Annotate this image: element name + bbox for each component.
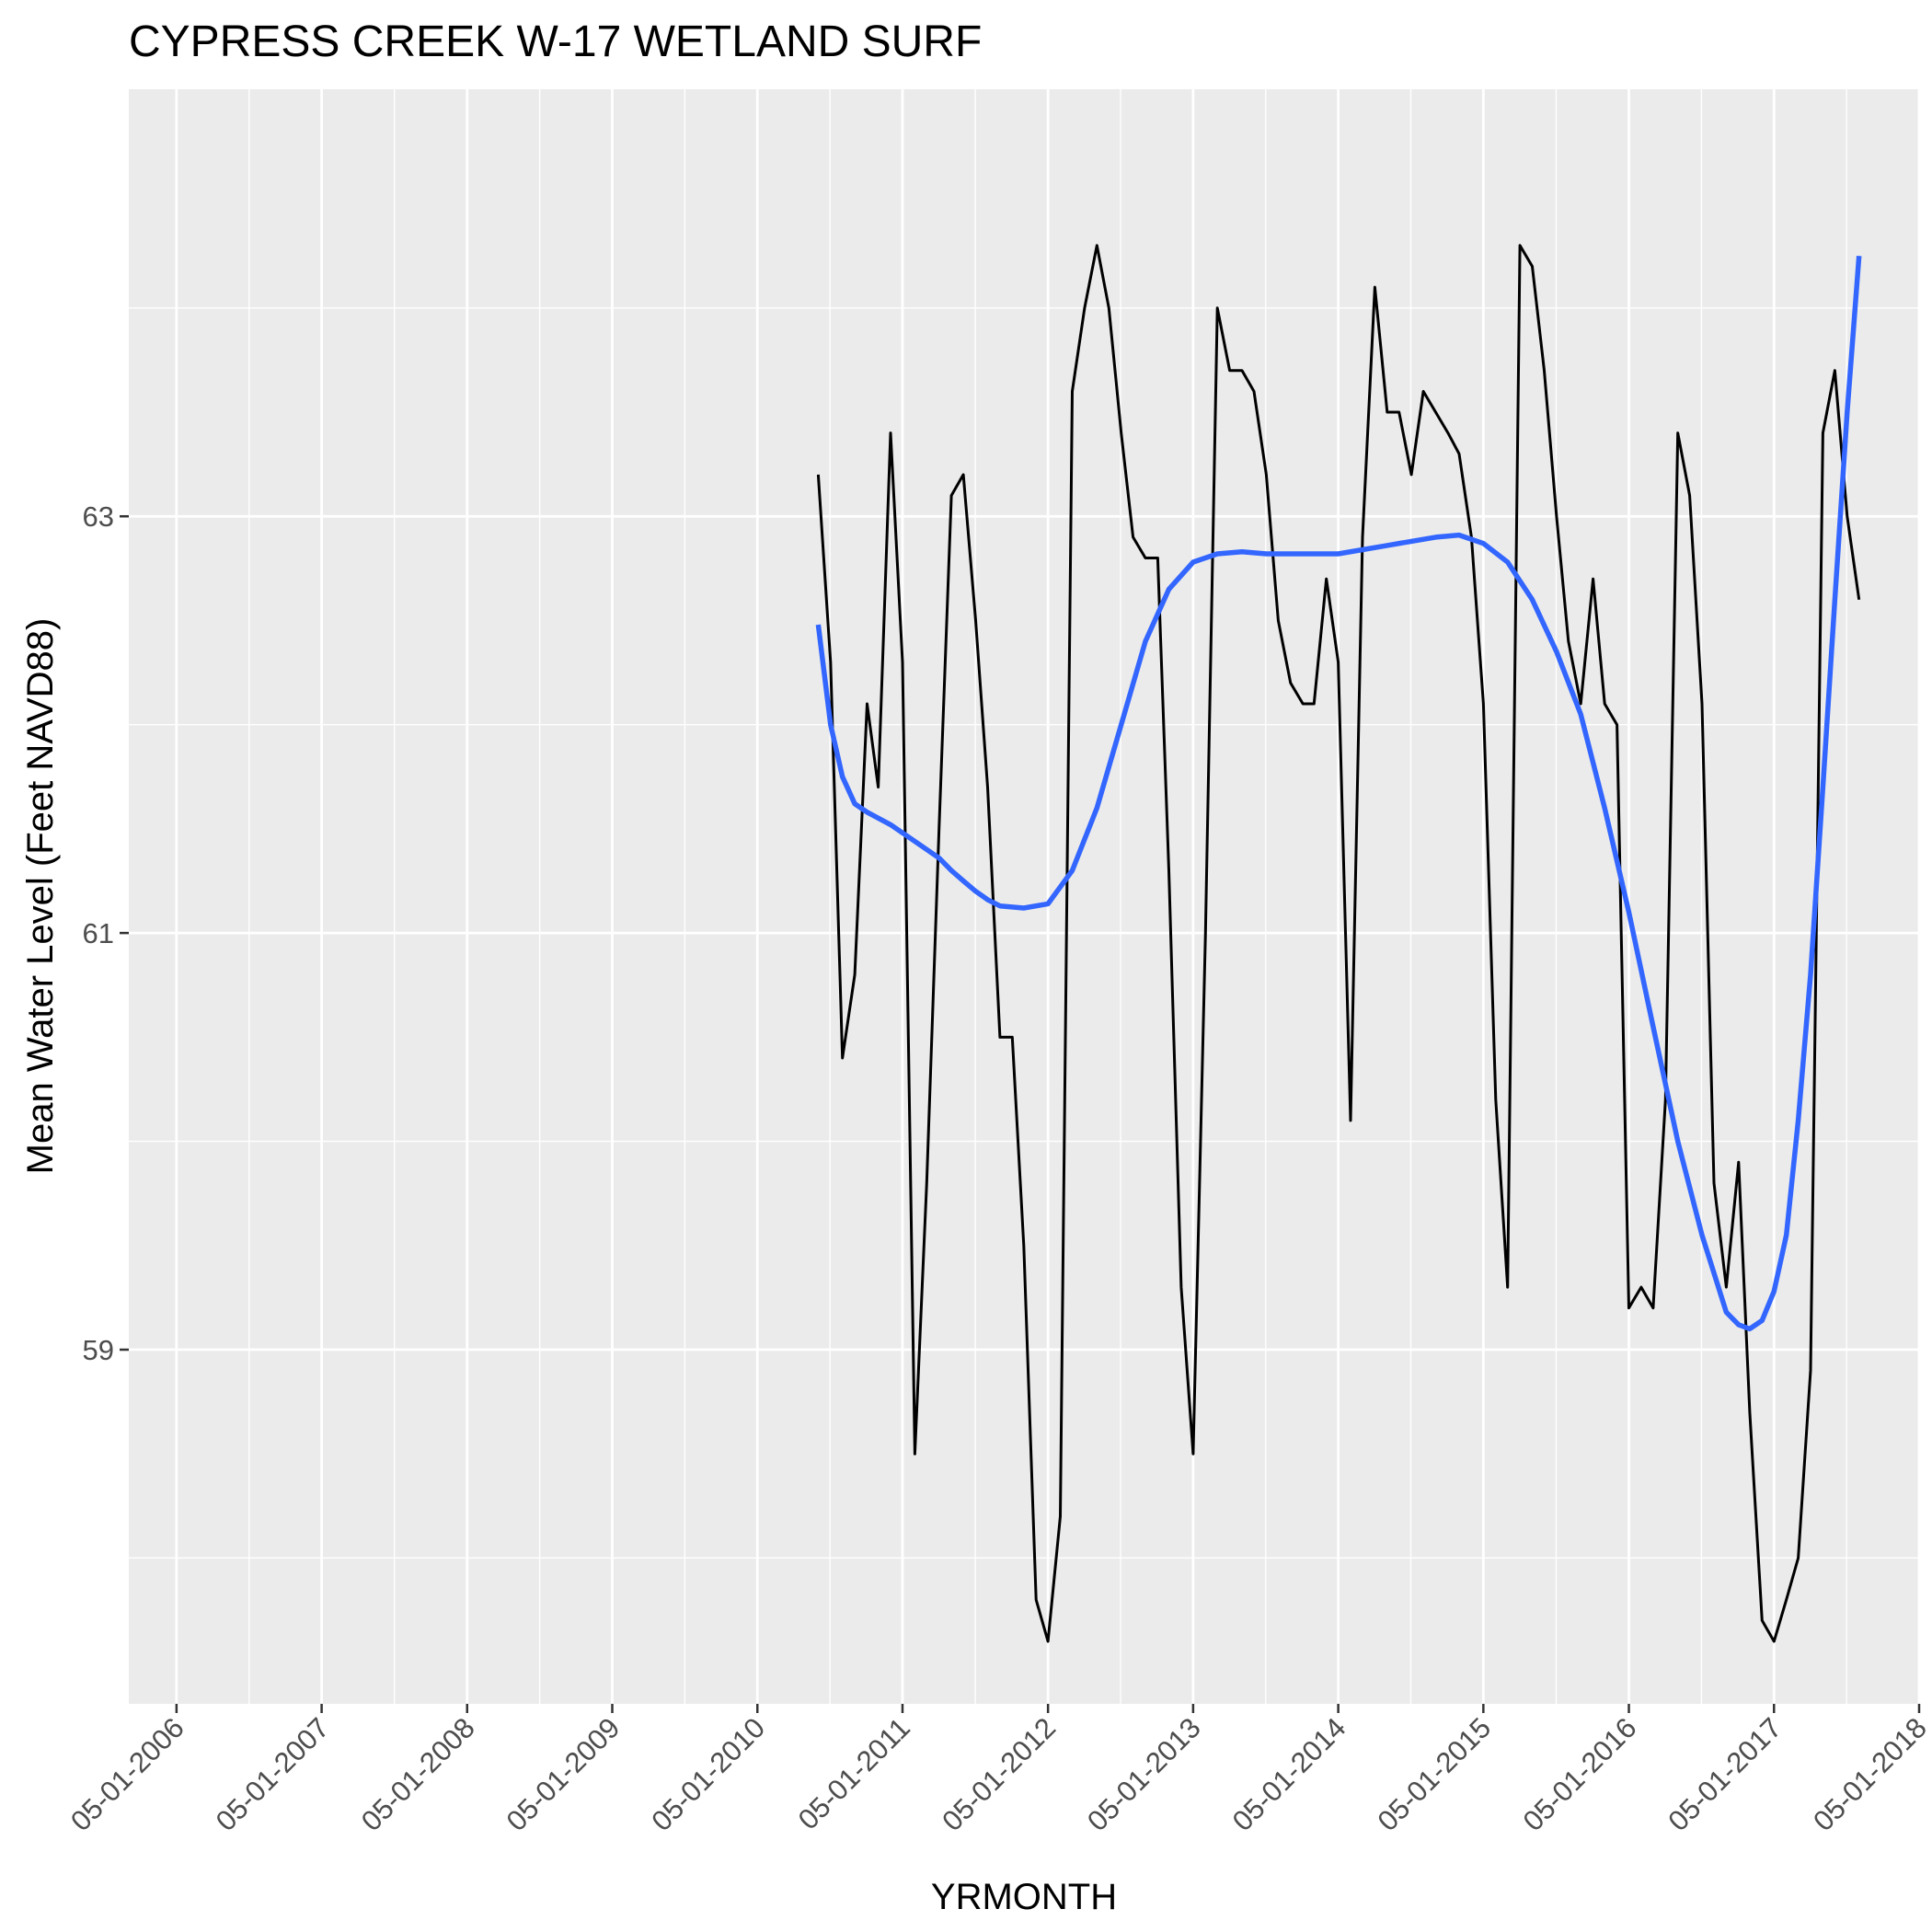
x-tick-label: 05-01-2009 <box>500 1711 627 1837</box>
series-layer <box>815 244 1862 1643</box>
x-tick-label: 05-01-2018 <box>1807 1711 1932 1837</box>
x-tick-label: 05-01-2012 <box>936 1711 1062 1837</box>
x-tick-label: 05-01-2014 <box>1226 1711 1352 1837</box>
y-axis: 59 61 63 <box>83 500 129 1366</box>
minor-gridlines <box>129 89 1919 1704</box>
y-axis-title: Mean Water Level (Feet NAVD88) <box>20 618 61 1175</box>
x-tick-label: 05-01-2011 <box>792 1711 916 1835</box>
x-tick-label: 05-01-2016 <box>1517 1711 1643 1837</box>
x-tick-label: 05-01-2017 <box>1662 1711 1788 1837</box>
x-axis-title: YRMONTH <box>931 1877 1117 1917</box>
y-tick-label: 61 <box>83 917 114 949</box>
x-tick-label: 05-01-2008 <box>355 1711 481 1837</box>
x-axis: 05-01-2006 05-01-2007 05-01-2008 05-01-2009… <box>64 1704 1932 1837</box>
x-tick-label: 05-01-2013 <box>1081 1711 1207 1837</box>
x-tick-label: 05-01-2015 <box>1371 1711 1497 1837</box>
chart-title: CYPRESS CREEK W-17 WETLAND SURF <box>129 17 983 66</box>
water-level-line <box>816 244 1861 1643</box>
y-tick-label: 63 <box>83 500 114 533</box>
x-tick-label: 05-01-2010 <box>645 1711 771 1837</box>
smooth-trend-line <box>815 255 1862 1332</box>
plot-panel <box>129 89 1919 1704</box>
major-gridlines <box>129 89 1921 1704</box>
y-tick-label: 59 <box>83 1334 114 1366</box>
x-tick-label: 05-01-2007 <box>210 1711 336 1837</box>
x-tick-label: 05-01-2006 <box>64 1711 190 1837</box>
